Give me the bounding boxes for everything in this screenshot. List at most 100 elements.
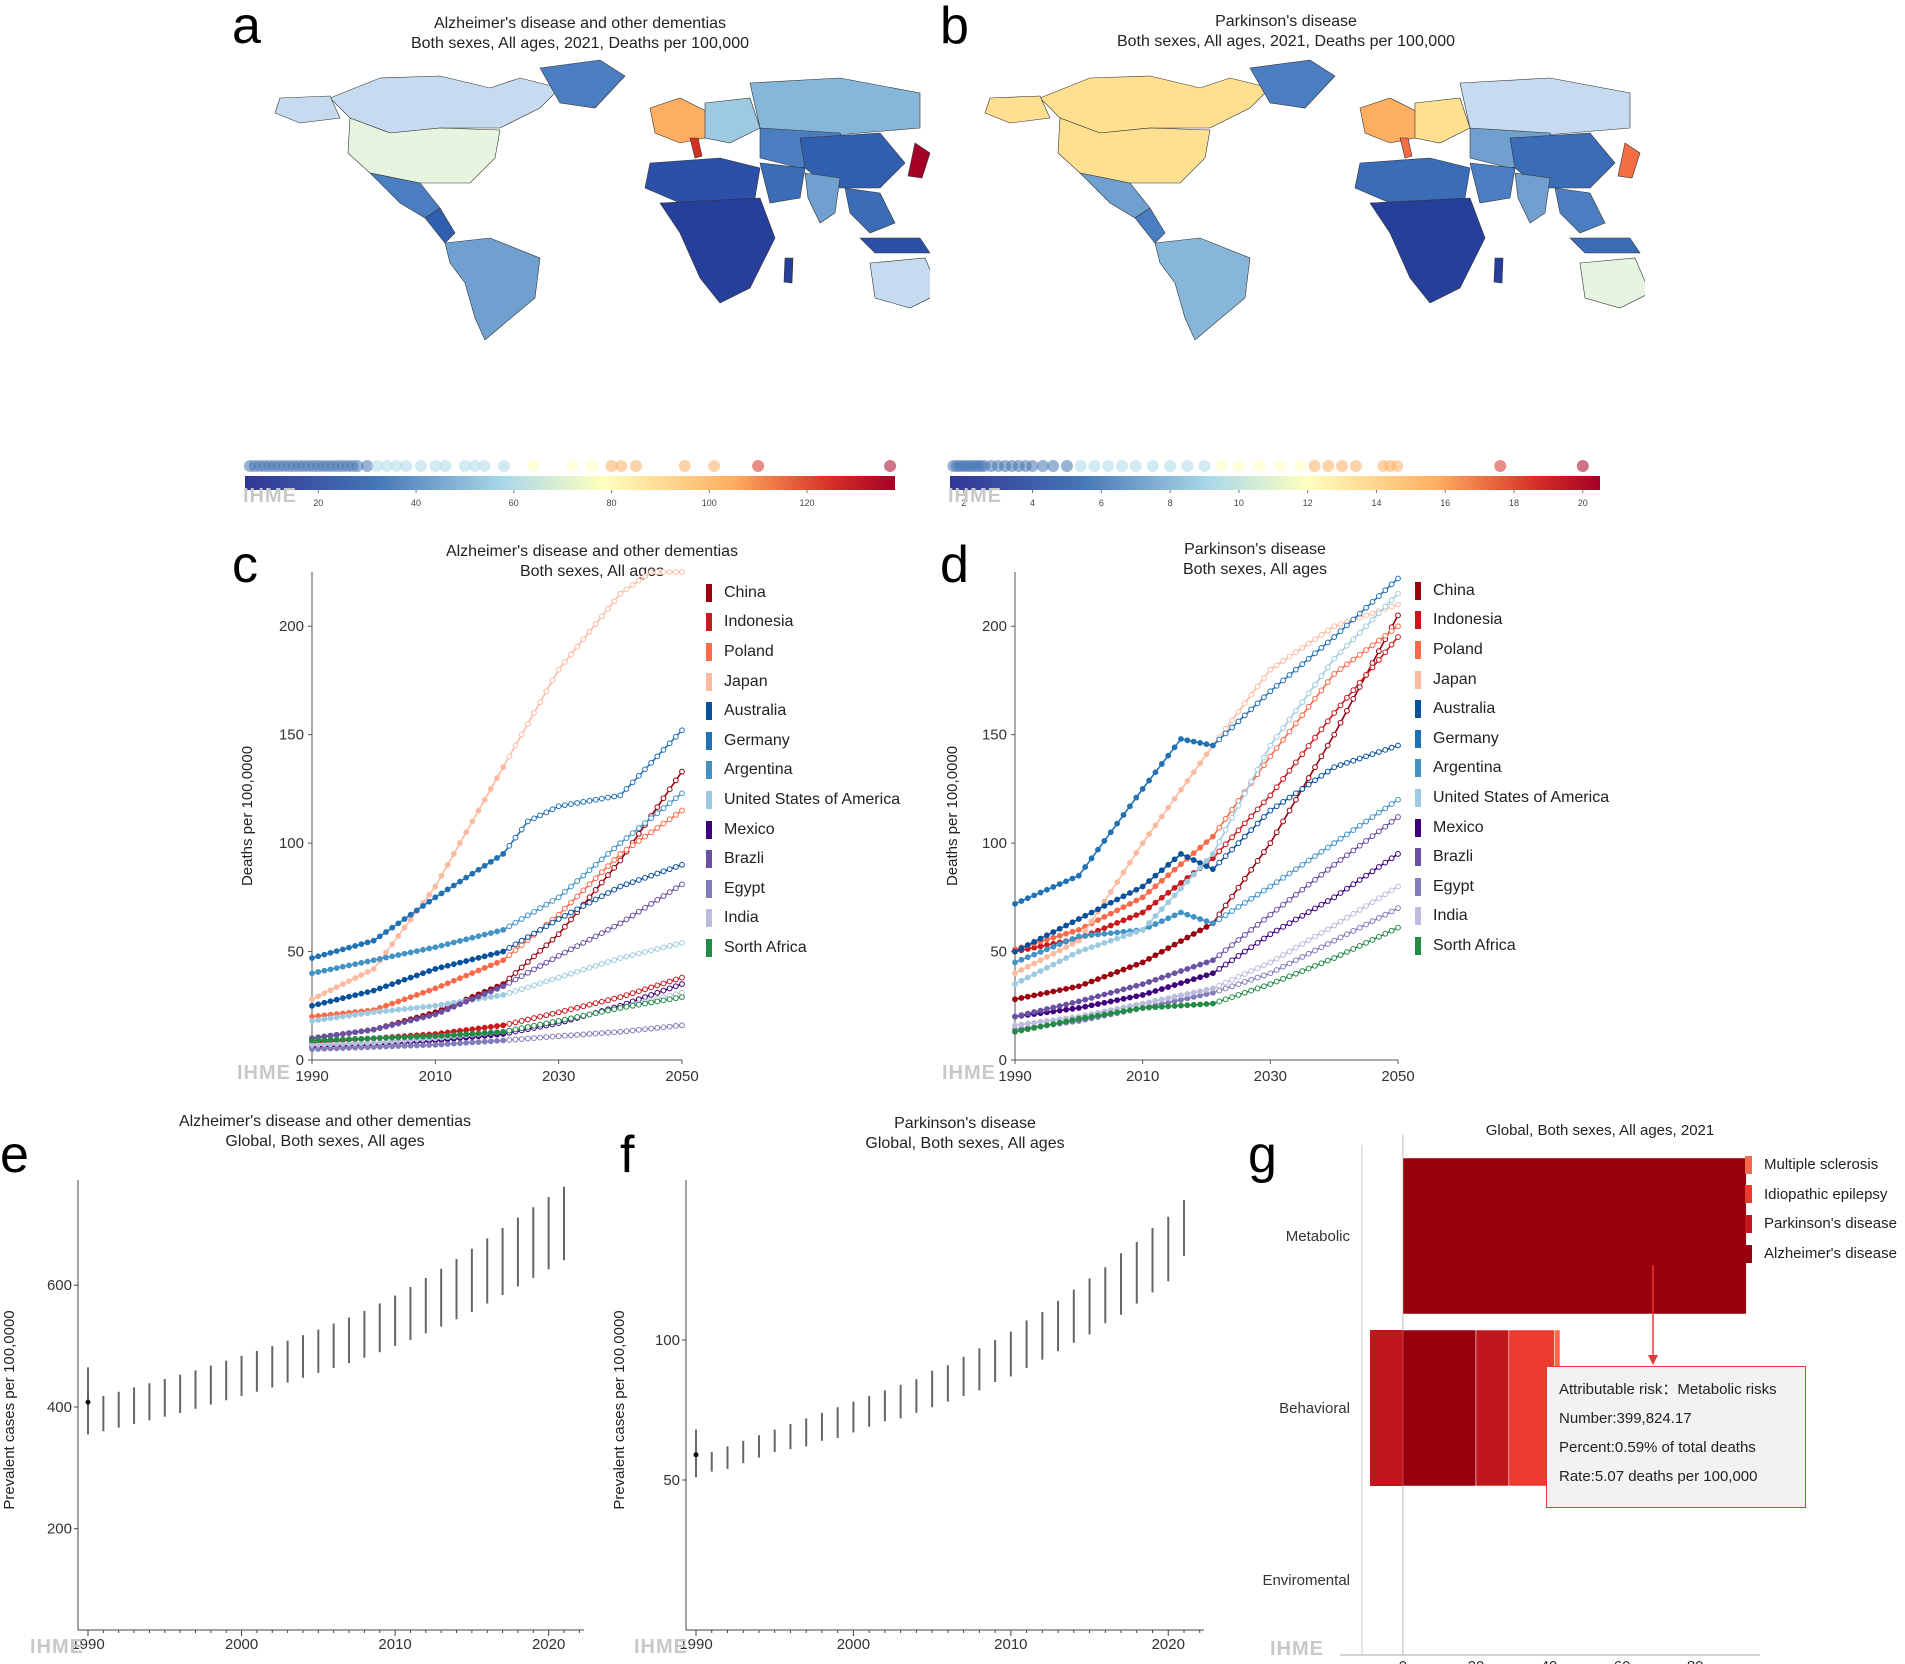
series-point (623, 846, 630, 853)
series-point (561, 949, 568, 956)
series-point (1082, 932, 1089, 939)
series-point (1139, 883, 1146, 890)
legend-label: Egypt (724, 879, 765, 897)
series-point (1197, 740, 1204, 746)
series-point (1350, 616, 1357, 623)
series-point (1273, 955, 1280, 962)
series-point (1063, 944, 1069, 951)
series-point (327, 1015, 334, 1022)
series-point (629, 1027, 636, 1034)
series-point (315, 993, 322, 1000)
series-point (1267, 840, 1274, 847)
series-point (1395, 883, 1401, 890)
colorbar-dot (1026, 460, 1039, 472)
watermark-b: IHME (948, 485, 1002, 507)
colorbar-dot (429, 460, 442, 472)
series-point (1318, 645, 1325, 651)
series-point (623, 785, 630, 792)
series-point (1056, 881, 1063, 888)
series-point (654, 897, 661, 903)
series-point (333, 996, 340, 1003)
series-point (1267, 742, 1274, 749)
series-point (327, 949, 334, 956)
series-point (1286, 896, 1293, 903)
series-point (438, 1001, 445, 1008)
legend-swatch (1415, 670, 1421, 689)
series-point (1024, 974, 1031, 981)
series-point (1241, 712, 1248, 719)
colorbar-tick-label: 40 (411, 498, 421, 508)
series-point (321, 951, 328, 958)
series-point (1286, 794, 1293, 801)
series-point (543, 923, 550, 930)
series-point (1107, 910, 1114, 917)
series-point (1292, 891, 1299, 898)
series-point (1152, 913, 1159, 919)
series-point (1363, 612, 1369, 619)
series-point (1158, 948, 1165, 955)
series-point (321, 967, 328, 974)
series-point (1178, 880, 1184, 886)
series-point (512, 919, 519, 926)
series-point (1280, 677, 1287, 684)
series-point (574, 800, 581, 806)
colorbar-tick-label: 20 (1578, 498, 1588, 508)
series-point (1190, 850, 1197, 857)
series-point (549, 919, 556, 926)
series-point (1165, 915, 1172, 922)
series-point (1222, 730, 1229, 737)
colorbar-dot (1336, 460, 1349, 472)
series-point (481, 1038, 488, 1045)
series-point (580, 966, 587, 973)
series-point (463, 874, 470, 881)
series-point (1254, 806, 1261, 813)
series-point (531, 710, 537, 716)
series-point (549, 898, 556, 904)
series-point (1095, 917, 1101, 924)
series-point (1127, 964, 1133, 971)
series-point (592, 875, 599, 882)
series-point (1178, 980, 1184, 987)
series-point (1184, 737, 1191, 744)
series-point (376, 1008, 383, 1015)
x-tick-label: 2010 (419, 1068, 452, 1085)
series-point (1344, 831, 1350, 838)
series-point (679, 994, 685, 1001)
watermark-f: IHME (634, 1636, 688, 1658)
series-point (1292, 970, 1299, 977)
series-point (1337, 649, 1344, 656)
panel-c-title-line1: Alzheimer's disease and other dementias (445, 543, 739, 560)
series-point (660, 795, 667, 802)
series-point (1190, 913, 1197, 920)
series-point (518, 964, 525, 971)
series-point (1248, 692, 1255, 698)
series-point (1286, 948, 1293, 955)
series-point (1331, 861, 1338, 868)
series-point (549, 677, 556, 684)
series-point (469, 818, 476, 825)
colorbar-dot (400, 460, 413, 472)
series-point (1120, 812, 1127, 818)
series-point (654, 569, 661, 575)
series-point (543, 1020, 550, 1027)
series-point (487, 785, 494, 792)
series-point (1382, 746, 1389, 753)
series-point (1267, 807, 1274, 814)
series-point (1024, 1026, 1031, 1033)
series-point (623, 1003, 630, 1010)
y-tick-label: 100 (279, 835, 304, 852)
series-point (1146, 888, 1152, 895)
series-point (1050, 934, 1057, 941)
series-point (494, 775, 500, 781)
series-point (1095, 846, 1101, 853)
panel-f-title: Parkinson's disease Global, Both sexes, … (745, 1114, 1185, 1154)
series-point (500, 957, 507, 964)
series-point (1178, 786, 1184, 793)
series-point (494, 950, 500, 957)
series-point (1037, 889, 1044, 896)
series-point (537, 1021, 544, 1028)
series-point (1037, 968, 1044, 974)
series-point (1152, 976, 1159, 983)
series-point (1152, 883, 1159, 890)
